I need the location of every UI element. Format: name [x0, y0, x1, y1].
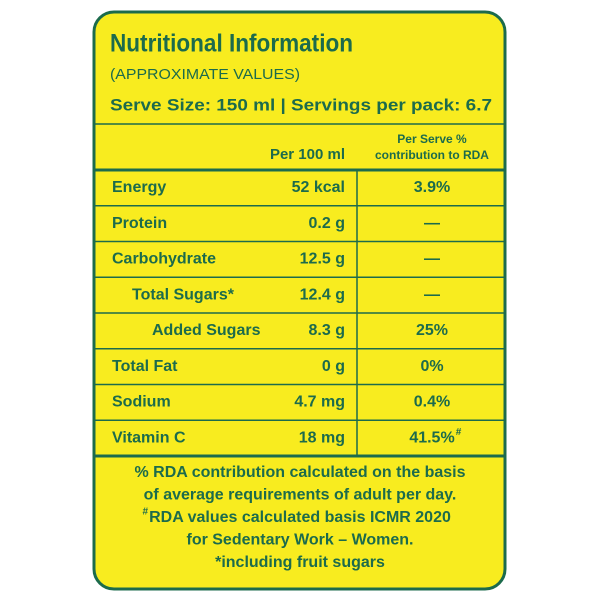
per-100: 8.3 g	[309, 322, 345, 339]
footnote: RDA values calculated basis ICMR 2020	[149, 509, 451, 526]
rows: Energy 52 kcal 3.9% Protein 0.2 g — Carbohydra…	[95, 179, 504, 446]
footnote: for Sedentary Work – Women.	[186, 532, 413, 549]
col-header: contribution to RDA	[375, 148, 489, 162]
serve-size: Serve Size: 150 ml | Servings per pack: …	[110, 95, 492, 114]
footnotes: % RDA contribution calculated on the bas…	[135, 464, 466, 571]
per-100: 0.2 g	[309, 215, 345, 232]
rda: —	[424, 251, 440, 268]
rda: 0.4%	[414, 394, 450, 411]
nutrient-name: Protein	[112, 215, 167, 232]
nutrient-name: Total Fat	[112, 358, 178, 375]
nutrient-name: Sodium	[112, 394, 171, 411]
per-100: 52 kcal	[292, 179, 345, 196]
footnote-mark: #	[143, 507, 149, 518]
per-100: 12.5 g	[300, 251, 345, 268]
col-header: Per Serve %	[397, 132, 467, 146]
per-100: 0 g	[322, 358, 345, 375]
rda: 41.5%	[409, 429, 454, 446]
footnote: *including fruit sugars	[215, 554, 385, 571]
per-100: 4.7 mg	[294, 394, 345, 411]
rda: 0%	[420, 358, 443, 375]
nutrient-name: Vitamin C	[112, 429, 186, 446]
per-100: 12.4 g	[300, 286, 345, 303]
subtitle: (APPROXIMATE VALUES)	[110, 66, 300, 83]
col-header: Per 100 ml	[270, 146, 345, 163]
footnote: of average requirements of adult per day…	[144, 487, 457, 504]
rda: 3.9%	[414, 179, 450, 196]
label-panel	[92, 10, 507, 591]
nutrient-name: Carbohydrate	[112, 251, 216, 268]
rda-mark: #	[456, 427, 462, 438]
nutrient-name: Energy	[112, 179, 166, 196]
nutrient-name: Added Sugars	[152, 322, 261, 339]
rda: —	[424, 215, 440, 232]
rda: —	[424, 286, 440, 303]
per-100: 18 mg	[299, 429, 345, 446]
title: Nutritional Information	[110, 30, 353, 58]
rda: 25%	[416, 322, 448, 339]
nutrient-name: Total Sugars*	[132, 286, 235, 303]
footnote: % RDA contribution calculated on the bas…	[135, 464, 466, 481]
